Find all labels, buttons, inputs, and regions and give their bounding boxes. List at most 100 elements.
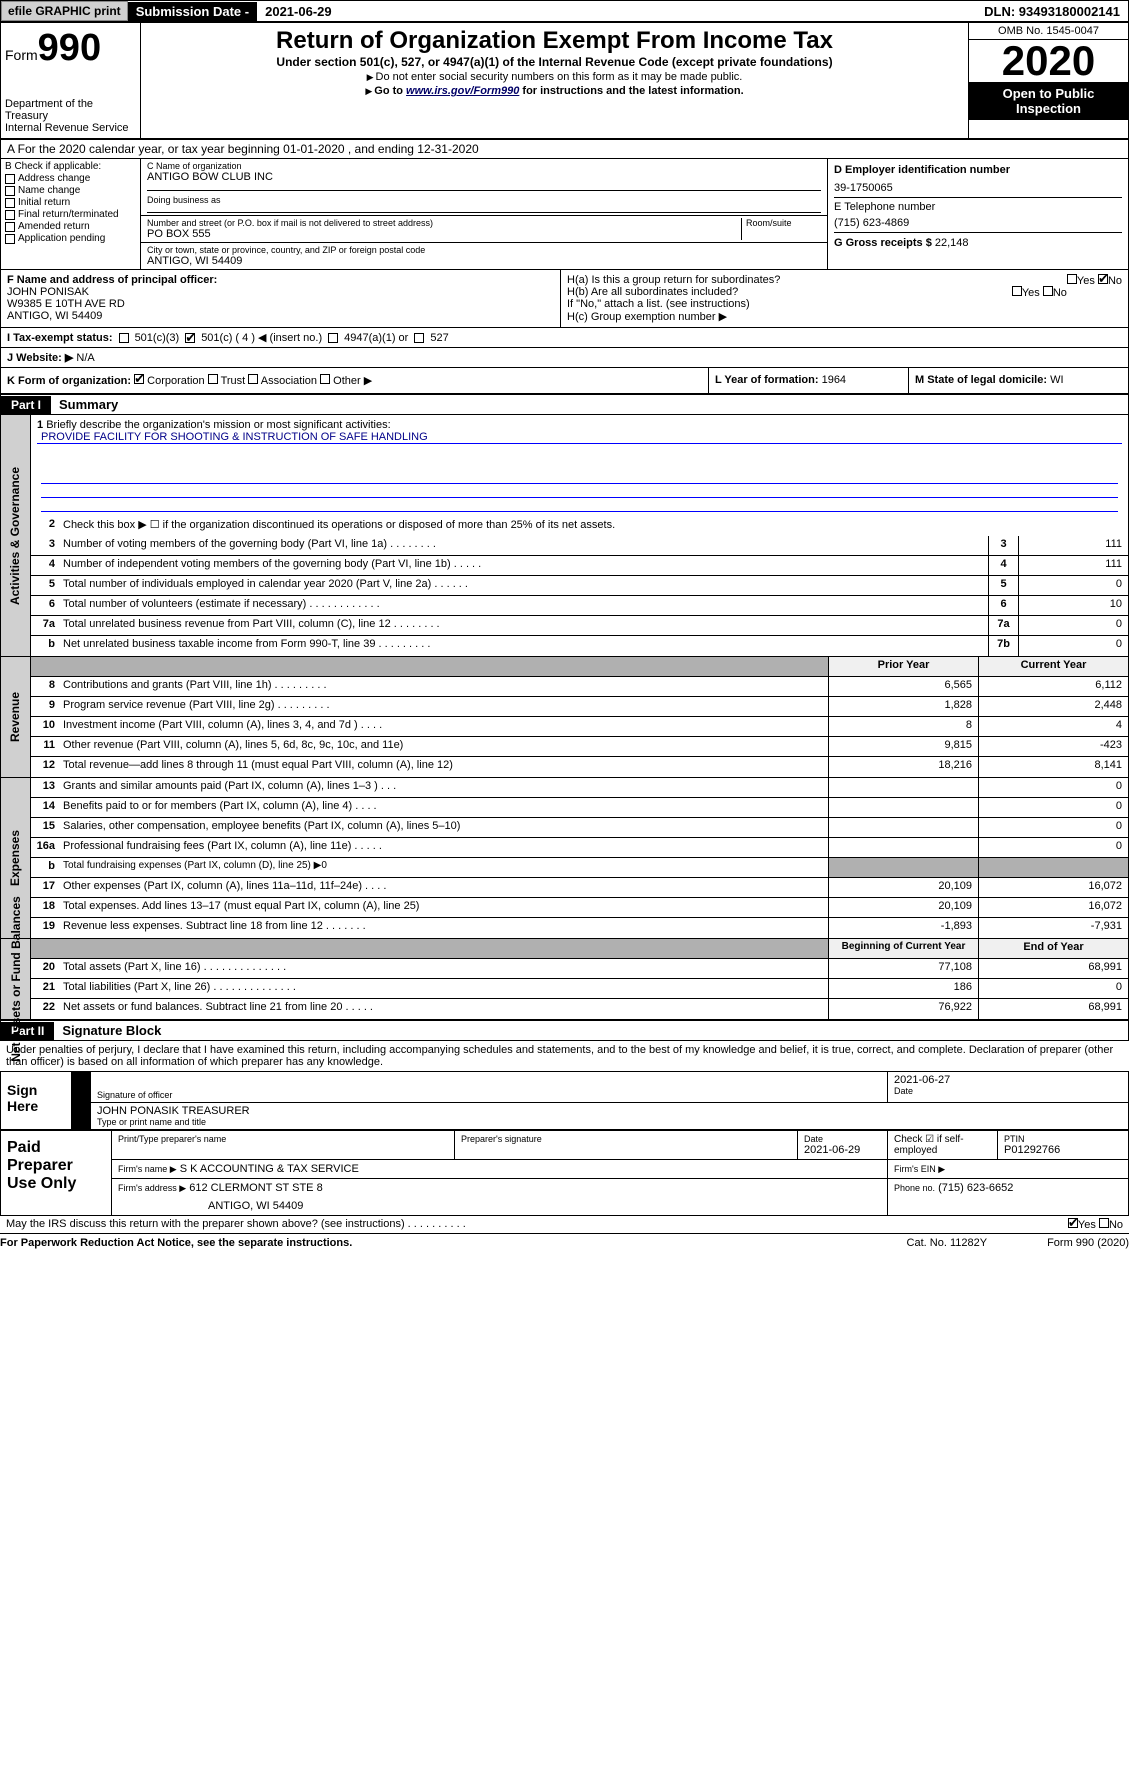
line21-prior: 186 — [828, 979, 978, 998]
part2-title: Signature Block — [54, 1021, 169, 1040]
chk-application[interactable] — [5, 234, 15, 244]
line1-label: Briefly describe the organization's miss… — [46, 419, 390, 431]
line2: Check this box ▶ ☐ if the organization d… — [59, 516, 1128, 536]
section-expenses: Expenses 13Grants and similar amounts pa… — [0, 778, 1129, 939]
perjury-declaration: Under penalties of perjury, I declare th… — [0, 1041, 1129, 1071]
firm-name: S K ACCOUNTING & TAX SERVICE — [180, 1163, 359, 1175]
chk-501c3[interactable] — [119, 333, 129, 343]
line9: Program service revenue (Part VIII, line… — [59, 697, 828, 716]
prep-selfemp: Check ☑ if self-employed — [888, 1131, 998, 1159]
hb-note: If "No," attach a list. (see instruction… — [567, 298, 1122, 310]
chk-trust[interactable] — [208, 374, 218, 384]
line16a-prior — [828, 838, 978, 857]
line19-curr: -7,931 — [978, 918, 1128, 938]
chk-discuss-yes[interactable] — [1068, 1218, 1078, 1228]
signature-block: Sign Here Signature of officer 2021-06-2… — [0, 1071, 1129, 1130]
row-klm: K Form of organization: Corporation Trus… — [0, 368, 1129, 394]
line15-prior — [828, 818, 978, 837]
form-header: Form990 Department of the Treasury Inter… — [0, 22, 1129, 139]
line5-val: 0 — [1018, 576, 1128, 595]
line8: Contributions and grants (Part VIII, lin… — [59, 677, 828, 696]
hb-label: H(b) Are all subordinates included? — [567, 286, 738, 298]
submission-date-label: Submission Date - — [128, 2, 257, 21]
chk-ha-no[interactable] — [1098, 274, 1108, 284]
line7a-val: 0 — [1018, 616, 1128, 635]
line20-prior: 77,108 — [828, 959, 978, 978]
line17: Other expenses (Part IX, column (A), lin… — [59, 878, 828, 897]
line20-curr: 68,991 — [978, 959, 1128, 978]
cat-number: Cat. No. 11282Y — [907, 1237, 988, 1249]
chk-ha-yes[interactable] — [1067, 274, 1077, 284]
chk-address-change[interactable] — [5, 174, 15, 184]
ein-label: D Employer identification number — [834, 164, 1122, 176]
firm-addr-label: Firm's address ▶ — [118, 1183, 186, 1193]
chk-4947[interactable] — [328, 333, 338, 343]
officer-label: F Name and address of principal officer: — [7, 274, 554, 286]
goto-suffix: for instructions and the latest informat… — [519, 85, 743, 97]
chk-assoc[interactable] — [248, 374, 258, 384]
sig-officer-label: Signature of officer — [97, 1090, 881, 1100]
chk-501c[interactable] — [185, 333, 195, 343]
line15-curr: 0 — [978, 818, 1128, 837]
chk-hb-yes[interactable] — [1012, 286, 1022, 296]
irs-link[interactable]: www.irs.gov/Form990 — [406, 85, 519, 97]
line11-curr: -423 — [978, 737, 1128, 756]
gross-label: G Gross receipts $ — [834, 237, 932, 249]
col-d-ein: D Employer identification number 39-1750… — [828, 159, 1128, 269]
line22-prior: 76,922 — [828, 999, 978, 1019]
section-net-assets: Net Assets or Fund Balances Beginning of… — [0, 939, 1129, 1020]
chk-other[interactable] — [320, 374, 330, 384]
col-b-checkboxes: B Check if applicable: Address change Na… — [1, 159, 141, 269]
tax-year: 2020 — [969, 40, 1128, 82]
entity-block: B Check if applicable: Address change Na… — [0, 159, 1129, 270]
line12-prior: 18,216 — [828, 757, 978, 777]
row-j-website: J Website: ▶ N/A — [0, 348, 1129, 368]
line7a: Total unrelated business revenue from Pa… — [59, 616, 988, 635]
line1-num: 1 — [37, 419, 43, 431]
line4-val: 111 — [1018, 556, 1128, 575]
discuss-text: May the IRS discuss this return with the… — [6, 1218, 466, 1231]
prep-sig-label: Preparer's signature — [461, 1134, 791, 1144]
efile-print-button[interactable]: efile GRAPHIC print — [1, 1, 128, 21]
hdr-beginning: Beginning of Current Year — [828, 939, 978, 958]
chk-discuss-no[interactable] — [1099, 1218, 1109, 1228]
tab-activities-governance: Activities & Governance — [1, 415, 31, 656]
room-label: Room/suite — [746, 218, 821, 228]
chk-final-return[interactable] — [5, 210, 15, 220]
line9-prior: 1,828 — [828, 697, 978, 716]
hdr-prior: Prior Year — [828, 657, 978, 676]
discuss-row: May the IRS discuss this return with the… — [0, 1216, 1129, 1234]
sig-name-value: JOHN PONASIK TREASURER — [97, 1105, 1122, 1117]
sig-date-value: 2021-06-27 — [894, 1074, 1122, 1086]
tel-value: (715) 623-4869 — [834, 217, 1122, 229]
hc-label: H(c) Group exemption number ▶ — [567, 310, 1122, 323]
part1-badge: Part I — [1, 396, 51, 414]
chk-527[interactable] — [414, 333, 424, 343]
l-value: 1964 — [822, 374, 846, 386]
line17-curr: 16,072 — [978, 878, 1128, 897]
prep-date-value: 2021-06-29 — [804, 1144, 881, 1156]
line7b-val: 0 — [1018, 636, 1128, 656]
paid-preparer-label: Paid Preparer Use Only — [1, 1131, 111, 1215]
prep-name-label: Print/Type preparer's name — [118, 1134, 448, 1144]
line13: Grants and similar amounts paid (Part IX… — [59, 778, 828, 797]
chk-initial-return[interactable] — [5, 198, 15, 208]
footer-row: For Paperwork Reduction Act Notice, see … — [0, 1234, 1129, 1252]
line22: Net assets or fund balances. Subtract li… — [59, 999, 828, 1019]
ein-value: 39-1750065 — [834, 182, 1122, 194]
sign-here-label: Sign Here — [1, 1072, 71, 1129]
chk-amended[interactable] — [5, 222, 15, 232]
prep-date-label: Date — [804, 1134, 881, 1144]
dept-irs: Internal Revenue Service — [5, 122, 136, 134]
chk-name-change[interactable] — [5, 186, 15, 196]
form-number: 990 — [38, 27, 101, 69]
part1-title: Summary — [51, 395, 126, 414]
chk-hb-no[interactable] — [1043, 286, 1053, 296]
line10-curr: 4 — [978, 717, 1128, 736]
row-f-h: F Name and address of principal officer:… — [0, 270, 1129, 328]
chk-corp[interactable] — [134, 374, 144, 384]
line18-prior: 20,109 — [828, 898, 978, 917]
i-label: I Tax-exempt status: — [7, 332, 113, 344]
line21-curr: 0 — [978, 979, 1128, 998]
officer-name: JOHN PONISAK — [7, 286, 554, 298]
